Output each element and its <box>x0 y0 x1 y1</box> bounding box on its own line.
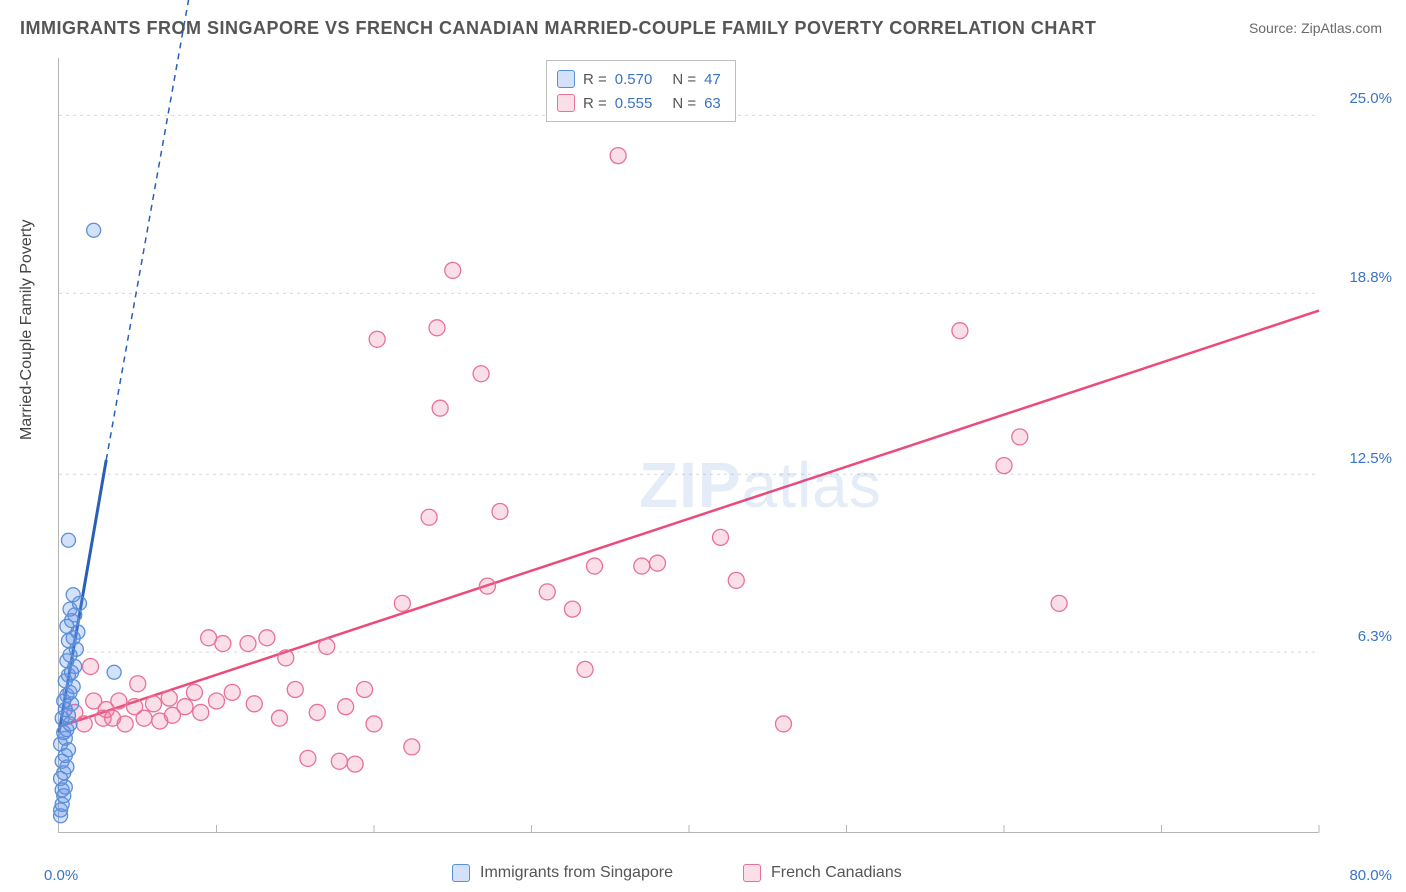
legend-label-1: Immigrants from Singapore <box>480 864 673 882</box>
r-label-1: R = <box>583 71 607 88</box>
xtick-min: 0.0% <box>44 867 78 884</box>
swatch-series-1 <box>557 70 575 88</box>
legend-label-2: French Canadians <box>771 864 902 882</box>
n-label-1: N = <box>672 71 696 88</box>
xtick-max: 80.0% <box>1349 867 1392 884</box>
swatch-bottom-1 <box>452 864 470 882</box>
legend-row-1: R = 0.570 N = 47 <box>557 67 721 91</box>
source-label: Source: ZipAtlas.com <box>1249 20 1382 36</box>
legend-row-2: R = 0.555 N = 63 <box>557 91 721 115</box>
legend-correlation: R = 0.570 N = 47 R = 0.555 N = 63 <box>546 60 736 122</box>
swatch-bottom-2 <box>743 864 761 882</box>
swatch-series-2 <box>557 94 575 112</box>
legend-series: Immigrants from Singapore French Canadia… <box>452 864 902 882</box>
n-value-1: 47 <box>704 71 721 88</box>
r-value-2: 0.555 <box>615 95 653 112</box>
r-label-2: R = <box>583 95 607 112</box>
ytick-12: 12.5% <box>1349 450 1392 467</box>
r-value-1: 0.570 <box>615 71 653 88</box>
ytick-18: 18.8% <box>1349 269 1392 286</box>
plot-area: ZIPatlas <box>58 58 1318 833</box>
n-value-2: 63 <box>704 95 721 112</box>
ytick-25: 25.0% <box>1349 90 1392 107</box>
legend-item-2: French Canadians <box>743 864 902 882</box>
ytick-6: 6.3% <box>1358 628 1392 645</box>
legend-item-1: Immigrants from Singapore <box>452 864 673 882</box>
chart-svg <box>59 58 1318 832</box>
n-label-2: N = <box>672 95 696 112</box>
y-axis-label: Married-Couple Family Poverty <box>18 219 36 440</box>
